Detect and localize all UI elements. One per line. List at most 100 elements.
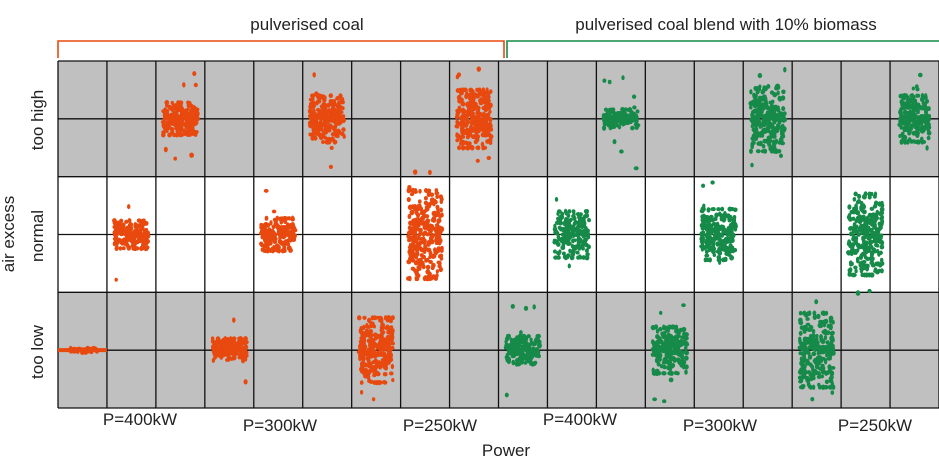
data-point: [880, 240, 885, 246]
group-label-coal: pulverised coal: [250, 15, 363, 34]
data-point: [903, 134, 908, 141]
data-point: [210, 336, 215, 341]
data-point: [585, 228, 590, 234]
data-point: [178, 128, 183, 134]
data-point: [805, 317, 810, 321]
data-point: [431, 216, 437, 221]
data-point: [124, 219, 129, 224]
data-point: [332, 126, 337, 132]
data-point: [412, 207, 417, 212]
data-point: [683, 345, 688, 351]
data-point: [221, 353, 226, 358]
data-point: [771, 145, 777, 151]
data-point: [313, 135, 318, 141]
data-point: [654, 357, 659, 364]
data-point: [854, 268, 858, 274]
data-point: [468, 88, 473, 93]
data-point: [464, 93, 469, 100]
data-point: [432, 253, 437, 259]
data-point: [388, 326, 393, 332]
data-point: [409, 235, 414, 241]
data-point: [675, 341, 680, 347]
data-point: [714, 227, 719, 232]
data-point: [321, 139, 325, 145]
data-point: [911, 139, 916, 144]
data-point: [798, 311, 803, 316]
data-point: [461, 112, 466, 117]
data-point: [164, 100, 170, 105]
data-point: [484, 120, 489, 126]
data-point: [457, 94, 462, 100]
data-point: [318, 95, 322, 101]
data-point: [915, 93, 920, 98]
data-point: [811, 384, 816, 390]
data-point: [670, 363, 676, 368]
data-point: [610, 125, 614, 130]
data-point: [629, 110, 634, 115]
data-point: [179, 106, 184, 112]
data-point: [753, 96, 757, 102]
data-point: [659, 310, 663, 315]
data-point: [467, 132, 473, 138]
data-point: [288, 223, 293, 229]
data-point: [716, 207, 721, 212]
data-point: [879, 224, 883, 230]
data-point: [805, 336, 810, 342]
data-point: [581, 255, 586, 260]
data-point: [732, 207, 738, 213]
data-point: [280, 248, 285, 254]
data-point: [374, 359, 378, 364]
data-point: [360, 352, 365, 358]
data-point: [554, 196, 559, 202]
data-point: [570, 252, 576, 257]
data-point: [720, 206, 725, 212]
data-point: [189, 152, 194, 158]
data-point: [916, 139, 921, 145]
data-point: [771, 128, 776, 134]
data-point: [864, 221, 869, 226]
data-point: [472, 134, 476, 139]
data-point: [666, 348, 671, 354]
data-point: [812, 314, 817, 320]
data-point: [905, 98, 911, 104]
data-point: [426, 257, 430, 263]
data-point: [714, 232, 719, 237]
data-point: [560, 245, 566, 251]
data-point: [416, 220, 422, 226]
data-point: [849, 231, 853, 237]
data-point: [678, 341, 684, 347]
data-point: [416, 266, 422, 272]
data-point: [116, 224, 122, 230]
data-point: [812, 310, 817, 316]
data-point: [704, 243, 710, 249]
data-point: [372, 365, 377, 371]
data-point: [138, 230, 144, 237]
data-point: [413, 244, 417, 250]
data-point: [428, 251, 433, 256]
data-point: [854, 236, 858, 241]
data-point: [329, 145, 334, 150]
x-tick-label-bio-400: P=400kW: [543, 410, 617, 429]
data-point: [817, 322, 823, 329]
data-point: [259, 228, 265, 234]
data-point: [571, 225, 576, 231]
data-point: [174, 132, 179, 138]
data-point: [855, 217, 861, 222]
data-point: [658, 339, 664, 345]
data-point: [857, 193, 862, 199]
data-point: [183, 108, 189, 114]
data-point: [341, 106, 345, 111]
data-point: [426, 241, 431, 247]
data-point: [415, 275, 420, 282]
data-point: [778, 153, 784, 159]
data-point: [807, 310, 812, 316]
data-point: [419, 236, 424, 241]
data-point: [805, 322, 811, 327]
data-point: [602, 125, 606, 131]
data-point: [480, 132, 486, 138]
data-point: [757, 114, 761, 119]
data-point: [523, 305, 529, 311]
data-point: [378, 351, 384, 357]
data-point: [553, 223, 557, 229]
data-point: [814, 299, 819, 305]
